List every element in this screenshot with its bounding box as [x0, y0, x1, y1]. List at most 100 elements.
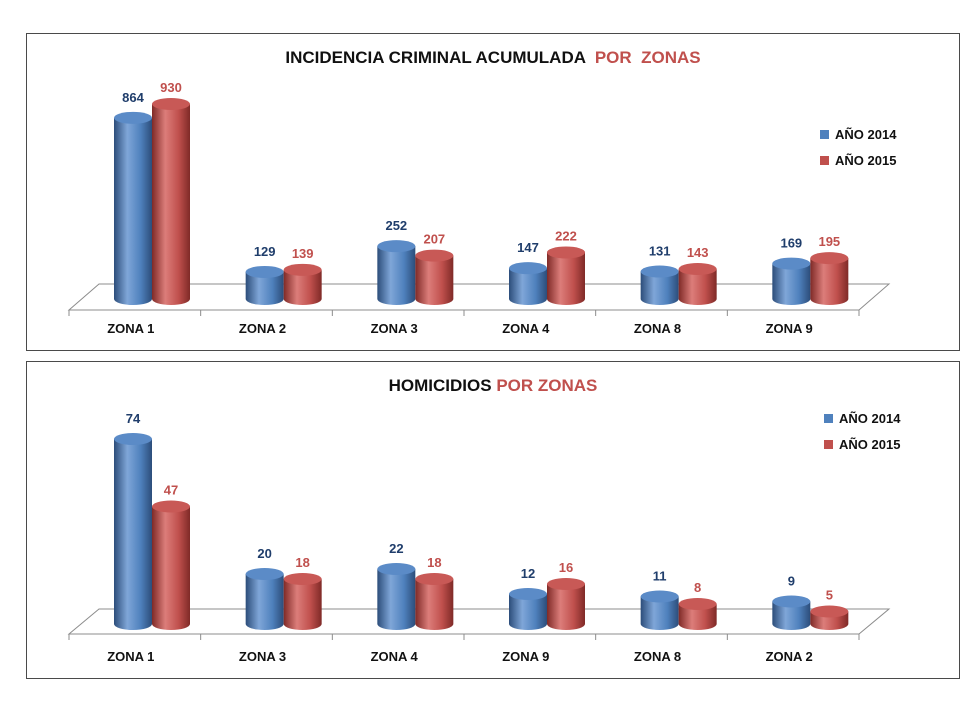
bar-top [245, 568, 284, 580]
bar-top [377, 563, 416, 575]
bar-top [678, 263, 717, 276]
bar-top [810, 252, 849, 265]
bar-body [640, 271, 679, 305]
bar-chart-homicidios: ZONA 1 74 47 ZONA 3 20 18 ZONA 4 22 18 ZONA 9 12 16… [67, 411, 891, 664]
data-label: 131 [649, 244, 671, 259]
bar-body [283, 269, 322, 305]
bar-top [114, 111, 152, 124]
data-label: 11 [653, 569, 667, 584]
data-label: 930 [160, 80, 182, 95]
chart-title-highlight: POR ZONAS [496, 376, 598, 395]
data-label: 20 [257, 546, 271, 561]
bar-body [810, 258, 849, 305]
data-label: 864 [122, 90, 144, 105]
bar-2015 [810, 605, 849, 630]
data-label: 12 [521, 566, 535, 581]
bar-body [678, 604, 717, 630]
bar-2014 [509, 262, 547, 305]
x-tick-label: ZONA 9 [766, 321, 813, 336]
bar-chart-incidencia: ZONA 1 864 930 ZONA 2 129 139 ZONA 3 252 207 ZONA… [67, 80, 891, 336]
bar-2014 [377, 240, 416, 305]
legend-label-2015: AÑO 2015 [835, 152, 897, 168]
bar-2015 [152, 98, 190, 305]
bar-2015 [415, 249, 454, 305]
bar-2015 [547, 578, 585, 630]
bar-body [640, 596, 679, 630]
bar-body [114, 439, 152, 630]
x-tick-label: ZONA 9 [502, 649, 549, 664]
bar-top [152, 500, 190, 513]
bar-body [547, 584, 585, 630]
bar-2014 [114, 111, 152, 305]
bar-2015 [152, 500, 190, 630]
legend-swatch-2015 [820, 155, 829, 165]
bar-top [640, 590, 679, 603]
bar-2015 [810, 252, 849, 305]
data-label: 195 [818, 234, 840, 249]
x-tick-label: ZONA 3 [371, 321, 418, 336]
bar-body [678, 269, 717, 305]
legend-item-2015: AÑO 2015 [820, 151, 896, 169]
legend-label-2014: AÑO 2014 [839, 410, 901, 426]
x-tick-label: ZONA 3 [239, 649, 286, 664]
bar-body [283, 579, 322, 630]
x-tick-label: ZONA 4 [371, 649, 419, 664]
bar-top [772, 595, 811, 608]
bar-top [283, 573, 322, 585]
legend-swatch-2015 [824, 439, 833, 449]
x-tick-label: ZONA 2 [766, 649, 813, 664]
chart-title-main: HOMICIDIOS [388, 376, 492, 395]
bar-body [509, 594, 547, 630]
bar-body [152, 104, 190, 305]
bar-top [640, 265, 679, 278]
bar-body [547, 252, 585, 305]
bar-top [283, 263, 322, 276]
x-tick-label: ZONA 1 [107, 649, 154, 664]
bar-2014 [640, 265, 679, 305]
data-label: 252 [385, 218, 407, 233]
bar-2014 [377, 563, 416, 630]
bar-body [415, 579, 454, 630]
bar-body [509, 268, 547, 305]
bar-body [245, 574, 284, 630]
chart-title-highlight: POR ZONAS [594, 48, 701, 67]
legend-item-2015: AÑO 2015 [824, 435, 900, 453]
chart-panel-homicidios: HOMICIDIOS POR ZONAS ZONA 1 74 47 ZONA 3 20 1… [26, 361, 960, 679]
bar-top [509, 262, 547, 275]
data-label: 74 [126, 411, 141, 426]
data-label: 18 [295, 555, 309, 570]
bar-top [810, 605, 849, 618]
legend: AÑO 2014 AÑO 2015 [824, 409, 900, 461]
x-tick-label: ZONA 2 [239, 321, 286, 336]
bar-top [547, 578, 585, 590]
data-label: 22 [389, 541, 403, 556]
chart-floor [67, 283, 891, 311]
bar-top [415, 573, 454, 585]
bar-top [415, 249, 454, 262]
bar-top [377, 240, 416, 253]
x-tick-label: ZONA 8 [634, 321, 681, 336]
bar-2015 [678, 263, 717, 305]
bar-2014 [772, 595, 811, 630]
chart-panel-incidencia: INCIDENCIA CRIMINAL ACUMULADA POR ZONAS … [26, 33, 960, 351]
bar-2014 [640, 590, 679, 630]
bar-body [772, 263, 811, 305]
chart-title: INCIDENCIA CRIMINAL ACUMULADA POR ZONAS [27, 48, 959, 68]
bar-top [547, 246, 585, 259]
bar-body [377, 569, 416, 630]
bar-body [377, 246, 416, 305]
bar-top [509, 588, 547, 600]
bar-top [114, 433, 152, 445]
data-label: 139 [292, 246, 314, 261]
legend-label-2014: AÑO 2014 [835, 126, 897, 142]
bar-body [245, 271, 284, 305]
bar-body [152, 506, 190, 630]
bar-top [245, 265, 284, 278]
data-label: 207 [423, 232, 445, 247]
x-tick-label: ZONA 1 [107, 321, 154, 336]
chart-floor [67, 608, 891, 635]
data-label: 47 [164, 483, 178, 498]
bar-body [415, 255, 454, 305]
data-label: 18 [427, 555, 441, 570]
chart-title: HOMICIDIOS POR ZONAS [27, 376, 959, 396]
